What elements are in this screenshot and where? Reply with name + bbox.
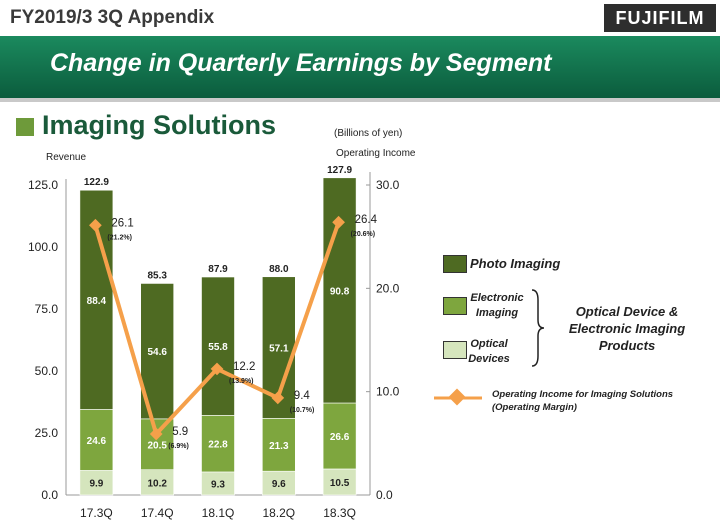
bar-segment (261, 418, 296, 472)
top-bar: FY2019/3 3Q Appendix FUJIFILM (0, 0, 720, 36)
company-logo: FUJIFILM (604, 4, 716, 32)
bar-segment (79, 470, 114, 496)
bar-segment (201, 415, 235, 473)
bar-value-label: 9.6 (272, 479, 286, 490)
operating-income-point (271, 391, 285, 405)
y2-tick-label: 0.0 (376, 488, 393, 502)
operating-income-point (332, 215, 345, 229)
y2-tick-label: 30.0 (376, 178, 400, 192)
bar-value-label: 24.6 (87, 436, 107, 447)
banner-title: Change in Quarterly Earnings by Segment (50, 49, 552, 77)
operating-income-label: 26.1 (111, 217, 133, 229)
banner-divider (0, 98, 720, 102)
bar-segment (322, 468, 357, 496)
x-tick-label: 18.2Q (262, 506, 295, 520)
x-tick-label: 18.1Q (202, 506, 235, 520)
x-tick-label: 18.3Q (323, 506, 356, 520)
bar-value-label: 9.9 (89, 479, 103, 490)
operating-margin-label: (21.2%) (107, 234, 132, 241)
bar-value-label: 10.5 (330, 478, 350, 489)
section-banner (0, 36, 720, 98)
bar-total-label: 85.3 (147, 270, 167, 281)
bar-value-label: 26.6 (330, 432, 350, 443)
legend-line-swatch (434, 388, 482, 406)
bar-value-label: 90.8 (330, 286, 350, 297)
y-tick-label: 50.0 (35, 364, 59, 378)
bar-segment (322, 402, 357, 470)
y-tick-label: 0.0 (41, 488, 58, 502)
operating-income-label: 12.2 (233, 361, 255, 373)
left-axis-label: Revenue (46, 152, 87, 163)
segment-marker (16, 118, 34, 136)
operating-margin-label: (13.9%) (229, 378, 254, 385)
bar-total-label: 127.9 (327, 165, 352, 176)
legend-label-electronic: Electronic Imaging (470, 292, 524, 319)
bar-value-label: 9.3 (211, 479, 225, 490)
bar-segment (201, 276, 235, 416)
legend-brace (531, 289, 545, 367)
bar-value-label: 10.2 (147, 478, 167, 489)
bar-value-label: 21.3 (269, 441, 289, 452)
legend-group-label: Optical Device & Electronic Imaging Prod… (568, 304, 686, 353)
segment-title: Imaging Solutions (42, 110, 276, 140)
y-tick-label: 100.0 (28, 240, 58, 254)
legend-label-line: Operating Income for Imaging Solutions (… (492, 389, 674, 413)
page-title: FY2019/3 3Q Appendix (10, 7, 215, 28)
legend-label-photo: Photo Imaging (470, 256, 561, 271)
bar-segment (140, 418, 174, 471)
legend-swatch-optical (443, 341, 467, 359)
bar-value-label: 57.1 (269, 344, 289, 355)
operating-income-label: 9.4 (294, 390, 311, 402)
y-tick-label: 75.0 (35, 302, 59, 316)
operating-margin-label: (10.7%) (290, 407, 315, 414)
y2-tick-label: 10.0 (376, 385, 400, 399)
bar-value-label: 54.6 (147, 347, 167, 358)
operating-income-point (89, 218, 102, 232)
y-tick-label: 125.0 (28, 178, 58, 192)
right-axis-label: Operating Income (336, 148, 416, 159)
bar-total-label: 87.9 (208, 264, 228, 275)
operating-income-label: 5.9 (172, 426, 188, 438)
operating-income-point (210, 362, 224, 376)
x-tick-label: 17.3Q (80, 506, 113, 520)
operating-margin-label: (6.9%) (168, 443, 189, 450)
legend-swatch-photo (443, 255, 467, 273)
bar-total-label: 88.0 (269, 264, 289, 275)
bar-value-label: 22.8 (208, 440, 228, 451)
bar-value-label: 88.4 (87, 296, 107, 307)
bar-total-label: 122.9 (84, 177, 109, 188)
bar-value-label: 20.5 (147, 440, 167, 451)
bar-segment (322, 177, 357, 404)
bar-value-label: 55.8 (208, 342, 228, 353)
y2-tick-label: 20.0 (376, 281, 400, 295)
legend-swatch-electronic (443, 297, 467, 315)
x-tick-label: 17.4Q (141, 506, 174, 520)
legend-label-optical: Optical Devices (468, 338, 510, 365)
y-tick-label: 25.0 (35, 426, 59, 440)
operating-income-point (149, 427, 163, 441)
units-label: (Billions of yen) (334, 128, 403, 139)
operating-income-label: 26.4 (355, 214, 378, 226)
operating-margin-label: (20.6%) (351, 231, 376, 238)
